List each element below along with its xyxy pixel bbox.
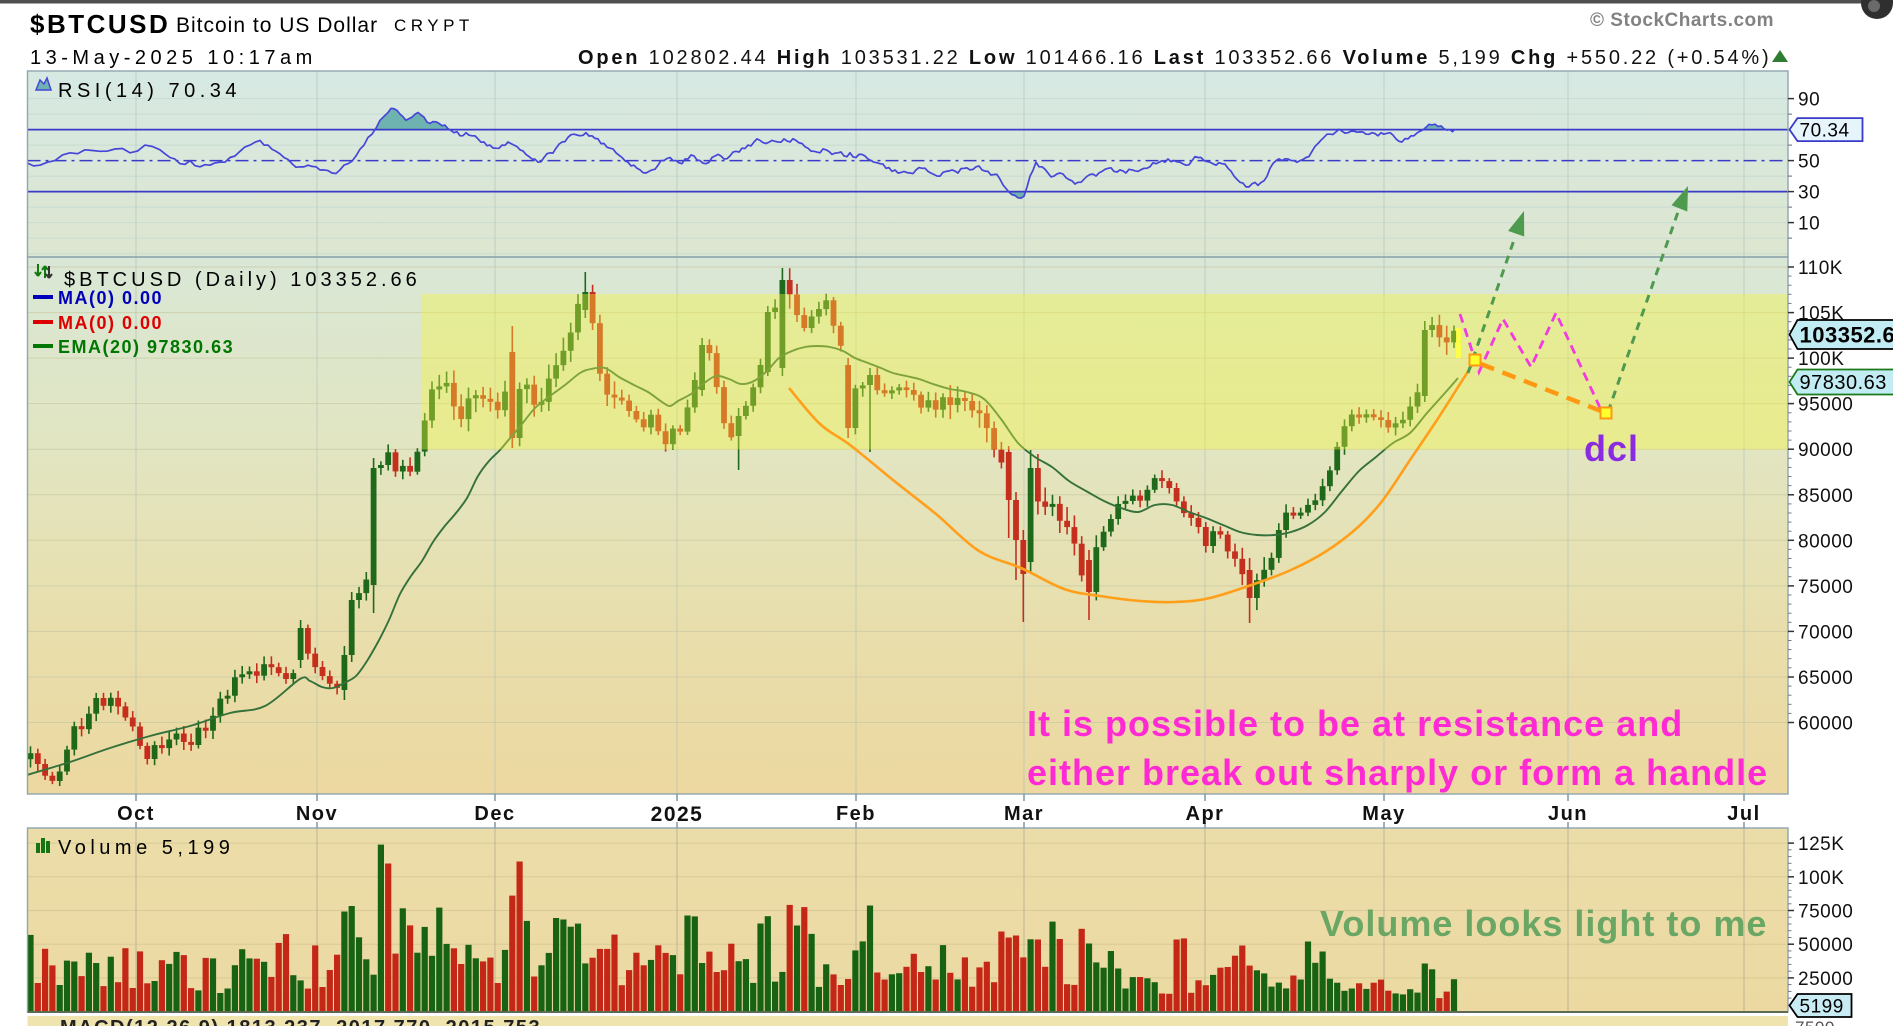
svg-text:25000: 25000	[1798, 969, 1853, 990]
svg-text:90000: 90000	[1798, 440, 1853, 461]
svg-text:100K: 100K	[1798, 868, 1844, 889]
svg-text:Feb: Feb	[836, 803, 876, 825]
svg-text:CRYPT: CRYPT	[394, 16, 474, 35]
svg-text:either break out sharply or fo: either break out sharply or form a handl…	[1027, 752, 1768, 793]
svg-text:Oct: Oct	[117, 803, 155, 825]
svg-text:© StockCharts.com: © StockCharts.com	[1590, 10, 1774, 31]
svg-text:75000: 75000	[1798, 902, 1853, 923]
svg-text:90: 90	[1798, 90, 1820, 111]
svg-text:95000: 95000	[1798, 395, 1853, 416]
svg-text:2025: 2025	[651, 803, 704, 826]
svg-text:7500: 7500	[1795, 1018, 1835, 1026]
svg-text:60000: 60000	[1798, 714, 1853, 735]
svg-text:65000: 65000	[1798, 668, 1853, 689]
svg-text:$BTCUSD: $BTCUSD	[30, 9, 170, 39]
svg-text:May: May	[1362, 803, 1405, 825]
svg-text:97830.63: 97830.63	[1800, 372, 1887, 394]
svg-text:70.34: 70.34	[1800, 120, 1850, 141]
svg-text:Apr: Apr	[1186, 803, 1225, 825]
svg-text:MA(0) 0.00: MA(0) 0.00	[58, 313, 163, 333]
svg-text:10: 10	[1798, 214, 1820, 235]
svg-text:dcl: dcl	[1584, 428, 1639, 469]
svg-text:Mar: Mar	[1004, 803, 1044, 825]
svg-text:5199: 5199	[1800, 996, 1844, 1017]
svg-text:Volume 5,199: Volume 5,199	[58, 837, 234, 859]
svg-text:100K: 100K	[1798, 349, 1844, 370]
svg-text:103352.66: 103352.66	[1800, 322, 1893, 347]
svg-text:30: 30	[1798, 183, 1820, 204]
svg-text:$BTCUSD (Daily) 103352.66: $BTCUSD (Daily) 103352.66	[64, 269, 421, 291]
svg-text:Open 102802.44 High 103531.22: Open 102802.44 High 103531.22 Low 101466…	[578, 47, 1771, 69]
svg-text:75000: 75000	[1798, 577, 1853, 598]
svg-text:50: 50	[1798, 152, 1820, 173]
svg-text:Dec: Dec	[474, 803, 515, 825]
svg-text:Jul: Jul	[1727, 803, 1760, 825]
svg-text:Jun: Jun	[1548, 803, 1588, 825]
svg-text:13-May-2025 10:17am: 13-May-2025 10:17am	[30, 47, 317, 69]
svg-text:RSI(14) 70.34: RSI(14) 70.34	[58, 80, 241, 102]
svg-text:MA(0) 0.00: MA(0) 0.00	[58, 288, 163, 308]
svg-text:70000: 70000	[1798, 622, 1853, 643]
svg-text:It is possible to be at resist: It is possible to be at resistance and	[1027, 703, 1683, 744]
svg-text:MACD(12,26,9) 1813.237, 2017.7: MACD(12,26,9) 1813.237, 2017.770, 2015.7…	[60, 1017, 541, 1026]
svg-text:50000: 50000	[1798, 935, 1853, 956]
svg-text:85000: 85000	[1798, 486, 1853, 507]
svg-text:EMA(20) 97830.63: EMA(20) 97830.63	[58, 337, 234, 357]
svg-text:Nov: Nov	[296, 803, 338, 825]
svg-text:Volume looks light to me: Volume looks light to me	[1320, 903, 1767, 944]
svg-text:125K: 125K	[1798, 834, 1844, 855]
svg-text:110K: 110K	[1798, 258, 1843, 279]
svg-text:80000: 80000	[1798, 531, 1853, 552]
svg-text:Bitcoin to US Dollar: Bitcoin to US Dollar	[176, 14, 378, 37]
